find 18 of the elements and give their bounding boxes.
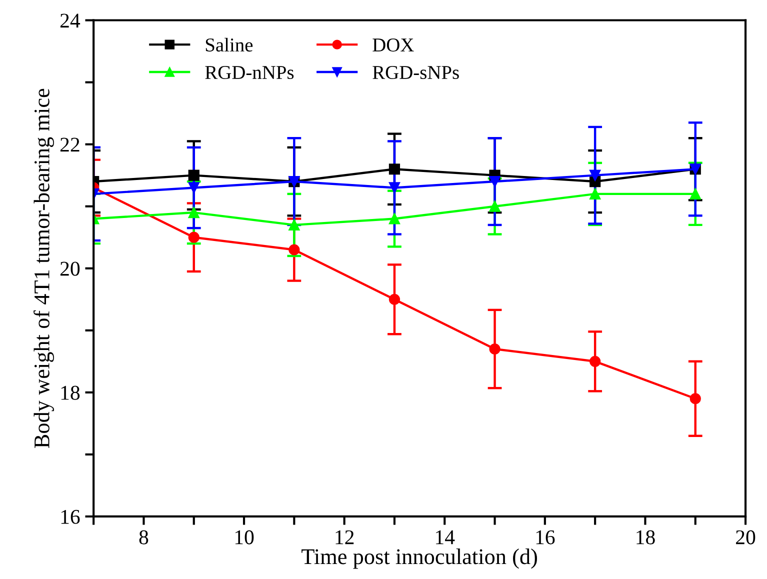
y-tick-label: 18	[61, 386, 80, 400]
x-axis-title: Time post innoculation (d)	[302, 548, 537, 569]
legend-label: Saline	[206, 38, 253, 52]
x-tick-label: 8	[139, 530, 148, 544]
y-tick-label: 16	[61, 510, 80, 524]
y-tick-label: 24	[60, 14, 80, 28]
legend-label: RGD-sNPs	[372, 66, 459, 80]
x-tick-label: 20	[736, 530, 756, 544]
x-tick-label: 10	[235, 530, 254, 544]
x-tick-label: 14	[436, 530, 455, 544]
legend-label: DOX	[372, 38, 414, 52]
x-tick-label: 16	[536, 530, 555, 544]
legend-label: RGD-nNPs	[205, 66, 294, 80]
y-tick-label: 20	[60, 262, 80, 276]
y-tick-label: 22	[60, 138, 80, 152]
x-tick-label: 12	[336, 530, 354, 544]
x-tick-label: 18	[636, 530, 655, 544]
y-axis-title: Body weight of 4T1 tumor-bearing mice	[34, 88, 54, 448]
